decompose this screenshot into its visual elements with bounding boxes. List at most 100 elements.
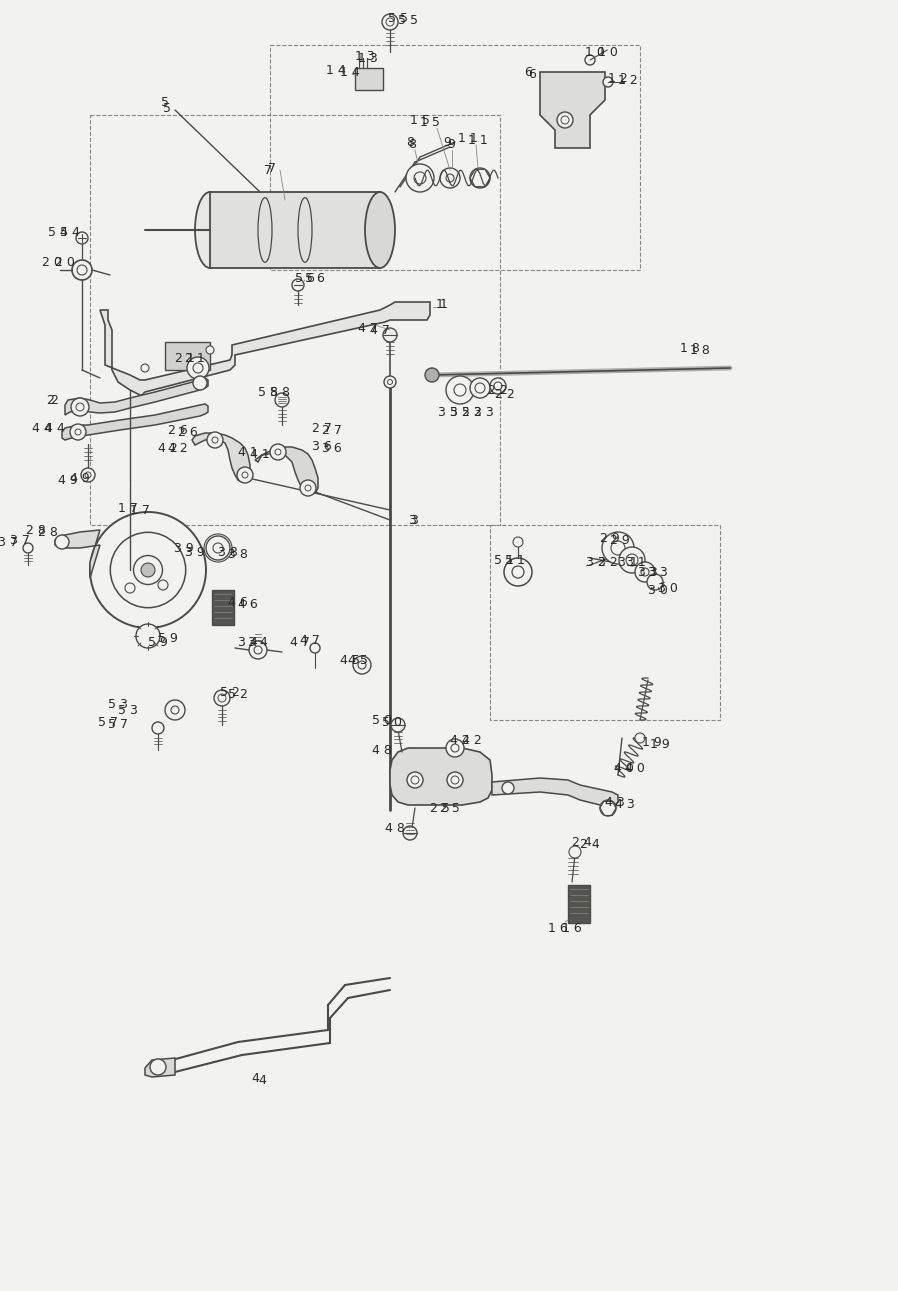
Text: 3 7: 3 7 [10, 533, 30, 546]
Text: 1 6: 1 6 [562, 922, 582, 935]
Circle shape [447, 772, 463, 788]
Polygon shape [192, 432, 250, 482]
Polygon shape [492, 778, 618, 808]
Text: 7: 7 [268, 161, 276, 174]
Text: 3 2: 3 2 [586, 555, 606, 568]
Text: 1 6: 1 6 [548, 922, 568, 935]
Circle shape [446, 376, 474, 404]
Polygon shape [145, 1059, 175, 1077]
Circle shape [206, 346, 214, 354]
Ellipse shape [195, 192, 225, 269]
Text: 5 0: 5 0 [372, 714, 392, 727]
Text: 4 7: 4 7 [290, 635, 310, 648]
Text: 4 3: 4 3 [605, 795, 625, 808]
Text: 2 6: 2 6 [168, 423, 188, 436]
Text: 9: 9 [443, 137, 451, 150]
Text: 3: 3 [410, 514, 418, 527]
Circle shape [125, 584, 135, 593]
Text: 5 8: 5 8 [258, 386, 278, 399]
Text: 2 2: 2 2 [489, 383, 508, 396]
Circle shape [407, 772, 423, 788]
Text: 5 6: 5 6 [305, 271, 325, 284]
Text: 3 8: 3 8 [218, 546, 238, 559]
Bar [212, 590, 234, 625]
Text: 4 0: 4 0 [625, 762, 645, 775]
Text: 4: 4 [251, 1072, 259, 1084]
Text: 5 2: 5 2 [220, 686, 240, 698]
Text: 2 5: 2 5 [430, 802, 450, 815]
Circle shape [76, 232, 88, 244]
Text: 4 4: 4 4 [32, 421, 52, 435]
Circle shape [490, 378, 506, 394]
Text: 4: 4 [258, 1074, 266, 1087]
Text: 1 1: 1 1 [468, 133, 488, 146]
Circle shape [158, 580, 168, 590]
Text: 1: 1 [436, 298, 444, 311]
Text: 3 6: 3 6 [313, 439, 332, 453]
Text: 2: 2 [50, 394, 57, 407]
Circle shape [214, 689, 230, 706]
Circle shape [275, 392, 289, 407]
Circle shape [90, 513, 206, 627]
Circle shape [136, 624, 160, 648]
Text: 3 6: 3 6 [322, 442, 342, 454]
Text: 4 7: 4 7 [370, 324, 390, 337]
Circle shape [81, 469, 95, 482]
Bar [568, 886, 590, 923]
Circle shape [600, 800, 616, 816]
Text: 5 7: 5 7 [98, 715, 118, 728]
Text: 2 4: 2 4 [572, 835, 592, 848]
Circle shape [187, 358, 209, 380]
Circle shape [513, 537, 523, 547]
Text: 4 7: 4 7 [358, 321, 378, 334]
Polygon shape [62, 404, 208, 440]
Text: 4 4: 4 4 [45, 421, 65, 435]
Text: 1 0: 1 0 [598, 45, 618, 58]
Circle shape [134, 555, 163, 585]
Text: 2 1: 2 1 [175, 351, 195, 364]
Text: 5 4: 5 4 [60, 226, 80, 239]
Text: 1 8: 1 8 [680, 342, 700, 355]
Ellipse shape [365, 192, 395, 269]
Text: 1 3: 1 3 [358, 52, 378, 65]
Text: 5 8: 5 8 [270, 386, 290, 399]
Text: 2 9: 2 9 [600, 532, 620, 545]
Text: 3 5: 3 5 [438, 405, 458, 418]
Text: 5 1: 5 1 [505, 554, 524, 567]
Text: 3 1: 3 1 [626, 556, 646, 569]
Circle shape [310, 643, 320, 653]
Polygon shape [255, 447, 318, 494]
Text: 3 9: 3 9 [174, 541, 194, 555]
Text: 3 4: 3 4 [248, 636, 268, 649]
Circle shape [635, 562, 655, 582]
Circle shape [141, 563, 155, 577]
Polygon shape [65, 378, 208, 414]
Text: 4 1: 4 1 [250, 448, 269, 461]
Text: 2 0: 2 0 [55, 256, 75, 269]
Text: 4 8: 4 8 [385, 821, 405, 834]
Circle shape [585, 56, 595, 65]
Circle shape [237, 467, 253, 483]
Text: 3 4: 3 4 [238, 635, 258, 648]
Circle shape [440, 168, 460, 188]
Text: 3 8: 3 8 [228, 549, 248, 562]
Circle shape [635, 733, 645, 744]
Text: 4 1: 4 1 [238, 447, 258, 460]
Text: 2 7: 2 7 [322, 423, 342, 436]
Polygon shape [55, 531, 100, 578]
Text: 4 2: 4 2 [158, 442, 178, 454]
Text: 5 0: 5 0 [382, 715, 402, 728]
Text: 8: 8 [408, 138, 416, 151]
Text: 5 1: 5 1 [494, 554, 514, 567]
Text: 9: 9 [447, 138, 455, 151]
Text: 4 0: 4 0 [614, 762, 634, 775]
Text: 5 2: 5 2 [228, 688, 248, 701]
Circle shape [382, 14, 398, 30]
Circle shape [470, 378, 490, 398]
Text: 4 5: 4 5 [348, 653, 368, 666]
Text: 2 1: 2 1 [185, 351, 205, 364]
Text: 1 9: 1 9 [642, 736, 662, 749]
Text: 4 9: 4 9 [58, 474, 78, 487]
Polygon shape [210, 192, 380, 269]
Text: 3 0: 3 0 [648, 584, 668, 596]
